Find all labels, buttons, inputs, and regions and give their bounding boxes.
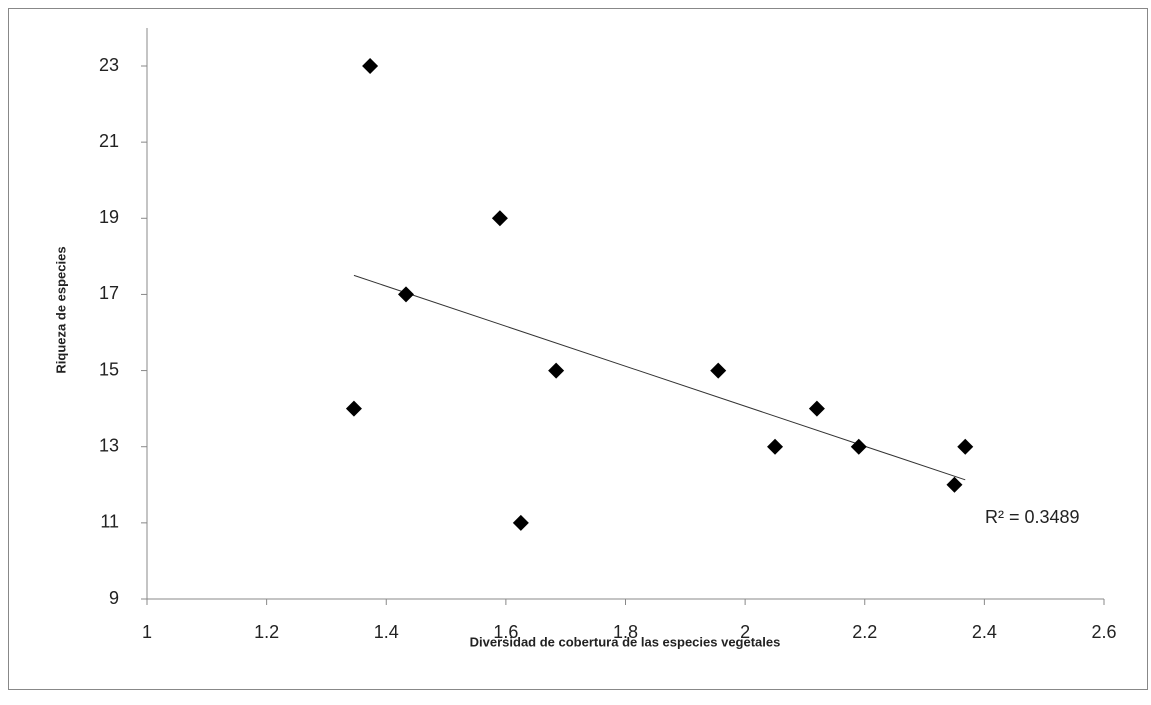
point <box>850 438 867 455</box>
point <box>362 58 379 74</box>
x-tick-label: 2 <box>740 622 750 642</box>
y-tick-label: 9 <box>109 588 119 608</box>
point <box>512 514 529 531</box>
y-tick-label: 19 <box>99 207 119 227</box>
point <box>710 362 727 379</box>
x-axis-title: Diversidad de cobertura de las especies … <box>470 634 781 649</box>
x-tick-label: 1.6 <box>493 622 518 642</box>
y-tick-label: 13 <box>99 435 119 455</box>
y-tick-label: 15 <box>99 359 119 379</box>
y-tick-label: 11 <box>100 512 119 532</box>
x-tick-label: 2.4 <box>972 622 997 642</box>
y-tick-label: 21 <box>99 131 119 151</box>
trendline <box>353 274 966 481</box>
point <box>491 210 508 227</box>
y-axis-title: Riqueza de especies <box>53 246 68 373</box>
point <box>767 438 784 455</box>
x-tick-label: 1 <box>142 622 152 642</box>
point <box>548 362 565 379</box>
r-squared-annotation: R² = 0.3489 <box>985 507 1080 527</box>
point <box>397 286 414 303</box>
point <box>946 476 963 493</box>
chart-border <box>8 8 1148 690</box>
x-tick-label: 1.8 <box>613 622 638 642</box>
y-tick-label: 23 <box>99 55 119 75</box>
x-tick-label: 1.4 <box>374 622 399 642</box>
point <box>957 438 974 455</box>
point <box>808 400 825 417</box>
x-tick-label: 2.2 <box>852 622 877 642</box>
point <box>345 400 362 417</box>
x-tick-label: 2.6 <box>1091 622 1116 642</box>
x-tick-label: 1.2 <box>254 622 279 642</box>
y-tick-label: 17 <box>99 283 119 303</box>
